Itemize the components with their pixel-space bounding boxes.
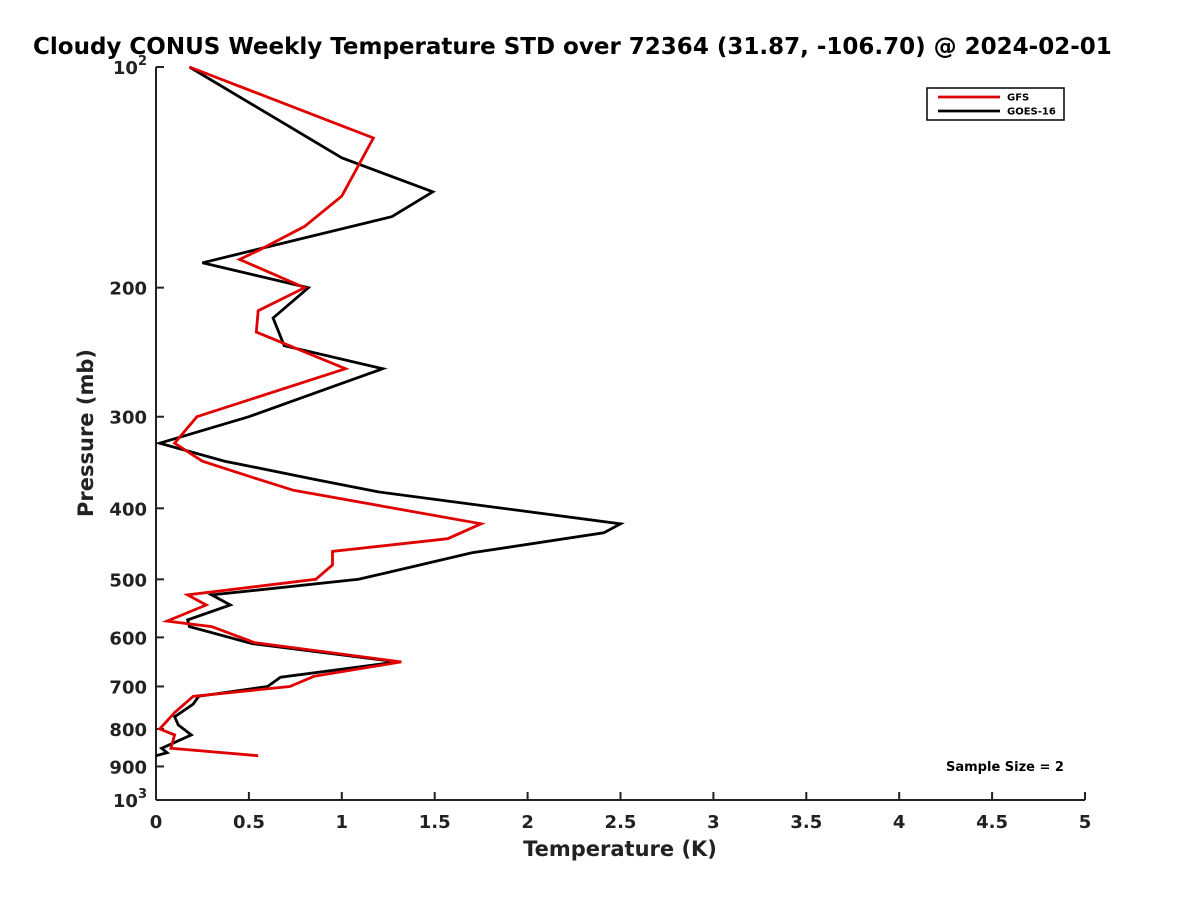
legend: GFS GOES-16	[926, 87, 1065, 121]
y-tick-label-base: 200	[109, 279, 147, 300]
y-tick-label: 102	[113, 54, 147, 79]
x-tick-label: 4	[893, 812, 906, 833]
plot-area	[155, 67, 1085, 801]
y-tick-label: 103	[113, 787, 147, 812]
y-tick-label: 800	[109, 720, 147, 741]
y-tick-label: 700	[109, 677, 147, 698]
y-tick-label-base: 600	[109, 628, 147, 649]
legend-box	[926, 87, 1065, 121]
y-tick-label-base: 900	[109, 757, 147, 778]
y-tick-label: 500	[109, 570, 147, 591]
y-tick-label-base: 700	[109, 677, 147, 698]
sample-size-annotation: Sample Size = 2	[946, 760, 1064, 775]
y-tick-label-base: 10	[113, 791, 138, 812]
x-tick-label: 2	[521, 812, 534, 833]
y-tick-label: 400	[109, 499, 147, 520]
chart-title: Cloudy CONUS Weekly Temperature STD over…	[33, 34, 1112, 60]
x-tick-label: 3	[707, 812, 720, 833]
x-tick-label: 1	[336, 812, 349, 833]
y-tick-label-base: 300	[109, 408, 147, 429]
series-lines	[154, 65, 625, 758]
x-tick-label: 5	[1079, 812, 1092, 833]
x-tick-label: 0.5	[233, 812, 265, 833]
y-tick-label-base: 400	[109, 499, 147, 520]
y-tick-label: 200	[109, 279, 147, 300]
x-tick-label: 0	[150, 812, 163, 833]
legend-label: GFS	[1007, 93, 1029, 104]
y-tick-label-base: 800	[109, 720, 147, 741]
x-tick-label: 2.5	[605, 812, 637, 833]
legend-label: GOES-16	[1007, 107, 1056, 118]
series-line-goes-16	[154, 65, 625, 758]
x-axis-ticks: 0 0.5 1 1.5 2 2.5 3 3.5 4 4.5 5	[150, 792, 1092, 833]
y-tick-label: 900	[109, 757, 147, 778]
x-tick-label: 1.5	[419, 812, 451, 833]
y-tick-label-base: 10	[113, 58, 138, 79]
y-tick-label: 600	[109, 628, 147, 649]
y-tick-label-base: 500	[109, 570, 147, 591]
series-line-gfs	[157, 65, 486, 758]
x-axis-label: Temperature (K)	[523, 837, 717, 861]
y-tick-label-exponent: 3	[138, 787, 147, 802]
y-tick-label-exponent: 2	[138, 54, 147, 69]
y-tick-label: 300	[109, 408, 147, 429]
x-tick-label: 4.5	[976, 812, 1008, 833]
y-axis-label: Pressure (mb)	[74, 349, 98, 517]
x-tick-label: 3.5	[790, 812, 822, 833]
